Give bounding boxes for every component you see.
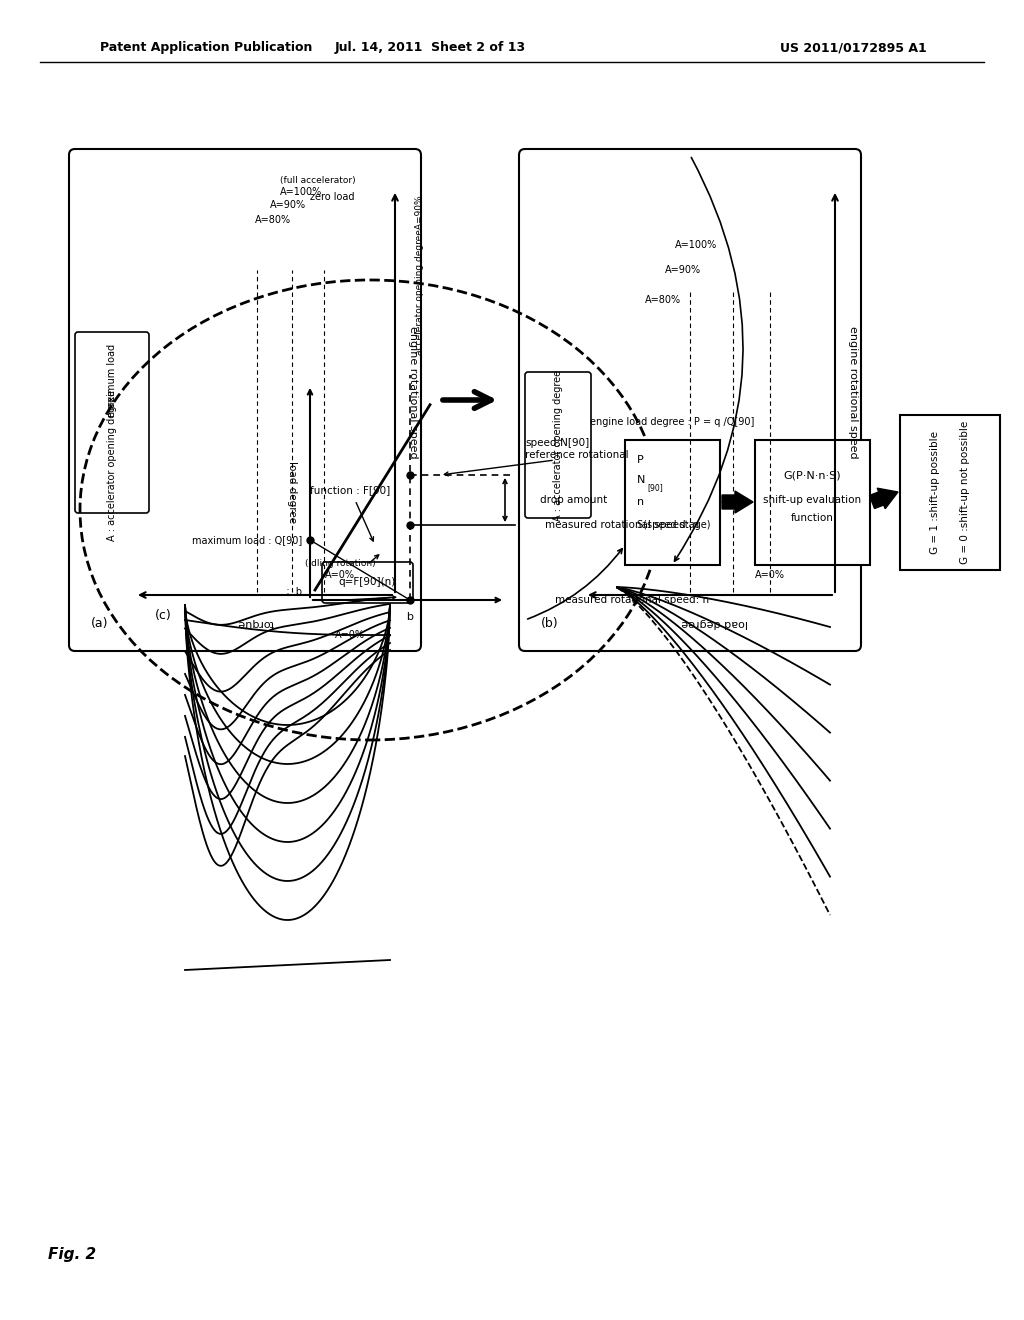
Text: A=0%: A=0% xyxy=(755,570,785,579)
Polygon shape xyxy=(869,488,898,508)
Text: A=90%: A=90% xyxy=(665,265,701,275)
Text: load degree: load degree xyxy=(287,461,297,523)
Text: [90]: [90] xyxy=(647,483,663,492)
Text: measured rotational speed: n: measured rotational speed: n xyxy=(555,595,710,605)
Text: maximum load: maximum load xyxy=(106,343,117,417)
Text: P: P xyxy=(637,455,644,465)
Text: (b): (b) xyxy=(541,616,559,630)
Text: n: n xyxy=(637,498,644,507)
Text: (a): (a) xyxy=(91,616,109,630)
Text: engine rotational speed: engine rotational speed xyxy=(848,326,858,458)
Text: A=90%: A=90% xyxy=(270,201,306,210)
Text: drop amount: drop amount xyxy=(540,495,607,506)
Text: A=0%: A=0% xyxy=(325,570,355,579)
Text: G = 1 :shift-up possible: G = 1 :shift-up possible xyxy=(930,430,940,553)
Text: shift-up evaluation: shift-up evaluation xyxy=(763,495,861,506)
Text: A=100%: A=100% xyxy=(280,187,323,197)
Text: A : accelerator opening degree: A : accelerator opening degree xyxy=(553,370,563,520)
Bar xyxy=(755,440,870,565)
Text: engine load degree : P = q /Q[90]: engine load degree : P = q /Q[90] xyxy=(590,417,755,426)
Text: N: N xyxy=(637,475,645,484)
Text: maximum load : Q[90]: maximum load : Q[90] xyxy=(191,535,302,545)
Text: (idling rotation): (idling rotation) xyxy=(305,558,376,568)
Text: A : accelerator opening degree: A : accelerator opening degree xyxy=(106,389,117,541)
Text: (full accelerator): (full accelerator) xyxy=(280,177,355,186)
Text: A=0%: A=0% xyxy=(335,630,365,640)
Text: engine rotational speed: engine rotational speed xyxy=(408,326,418,458)
Text: A=100%: A=100% xyxy=(675,240,717,249)
Text: q=F[90](n): q=F[90](n) xyxy=(338,577,395,587)
Polygon shape xyxy=(722,491,753,513)
Text: G(P·N·n·S): G(P·N·n·S) xyxy=(783,470,841,480)
Text: (c): (c) xyxy=(155,609,172,622)
Text: Patent Application Publication: Patent Application Publication xyxy=(100,41,312,54)
FancyBboxPatch shape xyxy=(525,372,591,517)
Text: G = 0 :shift-up not possible: G = 0 :shift-up not possible xyxy=(961,420,970,564)
Text: load degree: load degree xyxy=(682,618,749,628)
Text: zero load: zero load xyxy=(310,191,355,202)
Text: function: function xyxy=(791,513,834,523)
Text: speed:N[90]: speed:N[90] xyxy=(525,438,589,447)
Text: torque: torque xyxy=(237,618,273,628)
Text: A=80%: A=80% xyxy=(645,294,681,305)
Bar xyxy=(625,440,720,565)
Text: Jul. 14, 2011  Sheet 2 of 13: Jul. 14, 2011 Sheet 2 of 13 xyxy=(335,41,525,54)
Bar xyxy=(900,414,1000,570)
Text: Fig. 2: Fig. 2 xyxy=(48,1247,96,1262)
FancyBboxPatch shape xyxy=(75,333,150,513)
Text: reference rotational: reference rotational xyxy=(525,450,629,459)
Text: q: q xyxy=(407,610,414,620)
Text: function : F[90]: function : F[90] xyxy=(310,484,390,495)
Text: q  :: q : xyxy=(287,585,302,595)
FancyBboxPatch shape xyxy=(519,149,861,651)
Text: measured rotational speed: n: measured rotational speed: n xyxy=(545,520,699,531)
Text: accelerator opening degreeA=90%: accelerator opening degreeA=90% xyxy=(415,195,424,355)
Text: US 2011/0172895 A1: US 2011/0172895 A1 xyxy=(780,41,927,54)
Text: S(speed stage): S(speed stage) xyxy=(637,520,711,531)
FancyBboxPatch shape xyxy=(322,562,413,603)
Text: A=80%: A=80% xyxy=(255,215,291,224)
FancyBboxPatch shape xyxy=(69,149,421,651)
